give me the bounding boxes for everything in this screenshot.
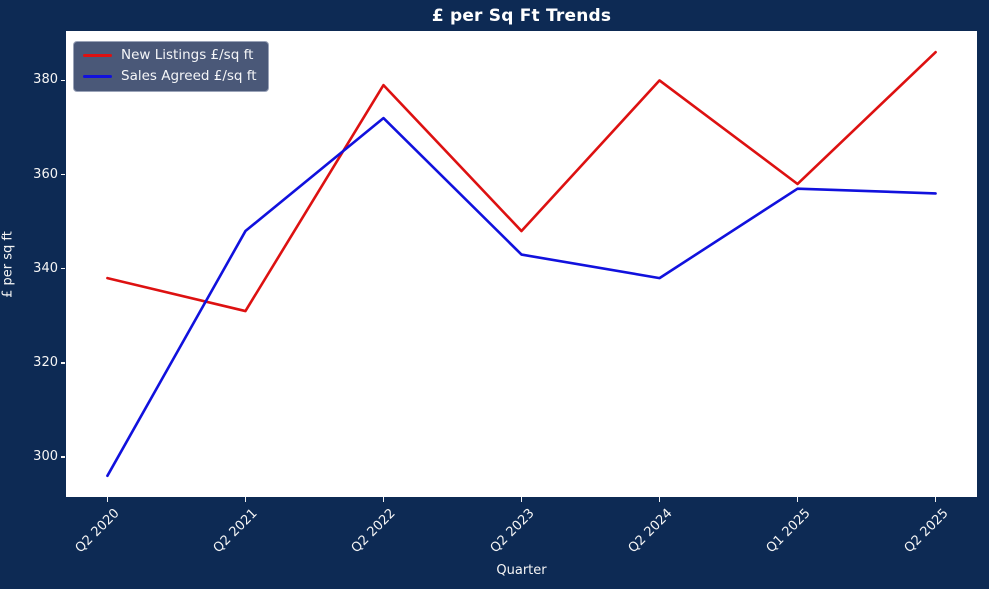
- x-tick-mark: [796, 497, 799, 502]
- y-axis-label: £ per sq ft: [0, 231, 16, 298]
- x-tick-mark: [934, 497, 937, 502]
- legend: New Listings £/sq ft Sales Agreed £/sq f…: [73, 41, 269, 92]
- x-tick-label: Q2 2025: [901, 506, 952, 557]
- y-tick-mark: [61, 456, 65, 458]
- y-tick-label: 360: [33, 166, 58, 182]
- y-tick-mark: [61, 362, 65, 364]
- x-tick-mark: [382, 497, 385, 502]
- x-tick-mark: [520, 497, 523, 502]
- x-tick-label: Q2 2021: [211, 506, 262, 557]
- x-axis-label: Quarter: [496, 563, 547, 578]
- plot-area: [66, 31, 977, 497]
- y-tick-mark: [61, 268, 65, 270]
- x-tick-label: Q1 2025: [763, 506, 814, 557]
- legend-swatch-sales-agreed: [83, 74, 112, 79]
- y-tick-label: 340: [33, 260, 58, 276]
- legend-item-sales-agreed: Sales Agreed £/sq ft: [83, 68, 257, 85]
- legend-label-new-listings: New Listings £/sq ft: [121, 47, 254, 63]
- y-tick-mark: [61, 173, 65, 176]
- legend-label-sales-agreed: Sales Agreed £/sq ft: [121, 68, 257, 84]
- y-tick-label: 300: [33, 448, 58, 464]
- y-tick-label: 320: [33, 354, 58, 370]
- x-tick-label: Q2 2020: [72, 506, 124, 557]
- legend-swatch-new-listings: [83, 53, 112, 58]
- x-tick-mark: [106, 497, 109, 502]
- x-tick-label: Q2 2023: [487, 506, 538, 557]
- y-tick-mark: [61, 79, 65, 82]
- legend-item-new-listings: New Listings £/sq ft: [83, 47, 257, 64]
- x-tick-mark: [244, 497, 247, 502]
- y-tick-label: 380: [33, 72, 58, 88]
- x-tick-mark: [658, 497, 661, 502]
- x-tick-label: Q2 2024: [625, 506, 676, 557]
- x-tick-label: Q2 2022: [349, 506, 400, 557]
- chart-title: £ per Sq Ft Trends: [431, 6, 612, 26]
